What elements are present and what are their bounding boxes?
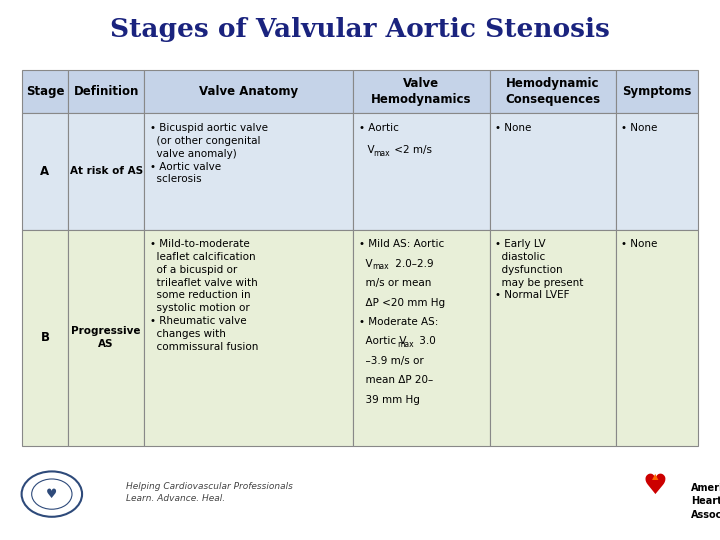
Bar <box>68 70 144 113</box>
Text: • Bicuspid aortic valve
  (or other congenital
  valve anomaly)
• Aortic valve
 : • Bicuspid aortic valve (or other congen… <box>150 123 268 184</box>
Text: Hemodynamic
Consequences: Hemodynamic Consequences <box>505 77 600 106</box>
Text: Aortic V: Aortic V <box>359 336 406 347</box>
Text: Stages of Valvular Aortic Stenosis: Stages of Valvular Aortic Stenosis <box>110 17 610 42</box>
Text: <2 m/s: <2 m/s <box>391 145 432 155</box>
Bar <box>616 113 698 230</box>
Text: m/s or mean: m/s or mean <box>359 278 431 288</box>
Bar <box>353 113 490 230</box>
Text: Progressive
AS: Progressive AS <box>71 326 141 349</box>
Text: Stage: Stage <box>26 85 64 98</box>
Bar <box>353 230 490 446</box>
Bar <box>144 70 353 113</box>
Bar <box>490 70 616 113</box>
Text: Definition: Definition <box>73 85 139 98</box>
Text: ♥: ♥ <box>643 472 667 500</box>
Bar <box>353 70 490 113</box>
Bar <box>144 113 353 230</box>
Text: mean ΔP 20–: mean ΔP 20– <box>359 375 433 386</box>
Text: Helping Cardiovascular Professionals
Learn. Advance. Heal.: Helping Cardiovascular Professionals Lea… <box>126 482 293 503</box>
Text: • Aortic: • Aortic <box>359 123 398 133</box>
Bar <box>68 113 144 230</box>
Text: –3.9 m/s or: –3.9 m/s or <box>359 356 423 366</box>
Text: ΔP <20 mm Hg: ΔP <20 mm Hg <box>359 298 445 308</box>
Text: ▲: ▲ <box>652 472 659 481</box>
Bar <box>22 230 68 446</box>
Text: 2.0–2.9: 2.0–2.9 <box>392 259 434 269</box>
Text: max: max <box>397 340 414 349</box>
Text: At risk of AS: At risk of AS <box>70 166 143 177</box>
Bar <box>490 113 616 230</box>
Text: • Mild AS: Aortic: • Mild AS: Aortic <box>359 239 444 249</box>
Text: max: max <box>374 148 390 158</box>
Text: Valve
Hemodynamics: Valve Hemodynamics <box>371 77 472 106</box>
Text: V: V <box>361 145 374 155</box>
Text: • Mild-to-moderate
  leaflet calcification
  of a bicuspid or
  trileaflet valve: • Mild-to-moderate leaflet calcification… <box>150 239 258 352</box>
Bar <box>22 113 68 230</box>
Bar <box>68 230 144 446</box>
Text: • None: • None <box>495 123 532 133</box>
Text: A: A <box>40 165 50 178</box>
Text: B: B <box>40 331 50 344</box>
Bar <box>616 70 698 113</box>
Text: • Moderate AS:: • Moderate AS: <box>359 317 438 327</box>
Text: 3.0: 3.0 <box>416 336 436 347</box>
Text: American
Heart
Association®: American Heart Association® <box>691 483 720 519</box>
Text: V: V <box>359 259 372 269</box>
Bar <box>616 230 698 446</box>
Text: • None: • None <box>621 239 658 249</box>
Text: • Early LV
  diastolic
  dysfunction
  may be present
• Normal LVEF: • Early LV diastolic dysfunction may be … <box>495 239 584 300</box>
Text: max: max <box>372 262 389 271</box>
Text: Valve Anatomy: Valve Anatomy <box>199 85 298 98</box>
Bar <box>22 70 68 113</box>
Text: • None: • None <box>621 123 658 133</box>
Text: 39 mm Hg: 39 mm Hg <box>359 395 420 405</box>
Bar <box>144 230 353 446</box>
Text: ♥: ♥ <box>46 488 58 501</box>
Bar <box>490 230 616 446</box>
Text: Symptoms: Symptoms <box>622 85 692 98</box>
